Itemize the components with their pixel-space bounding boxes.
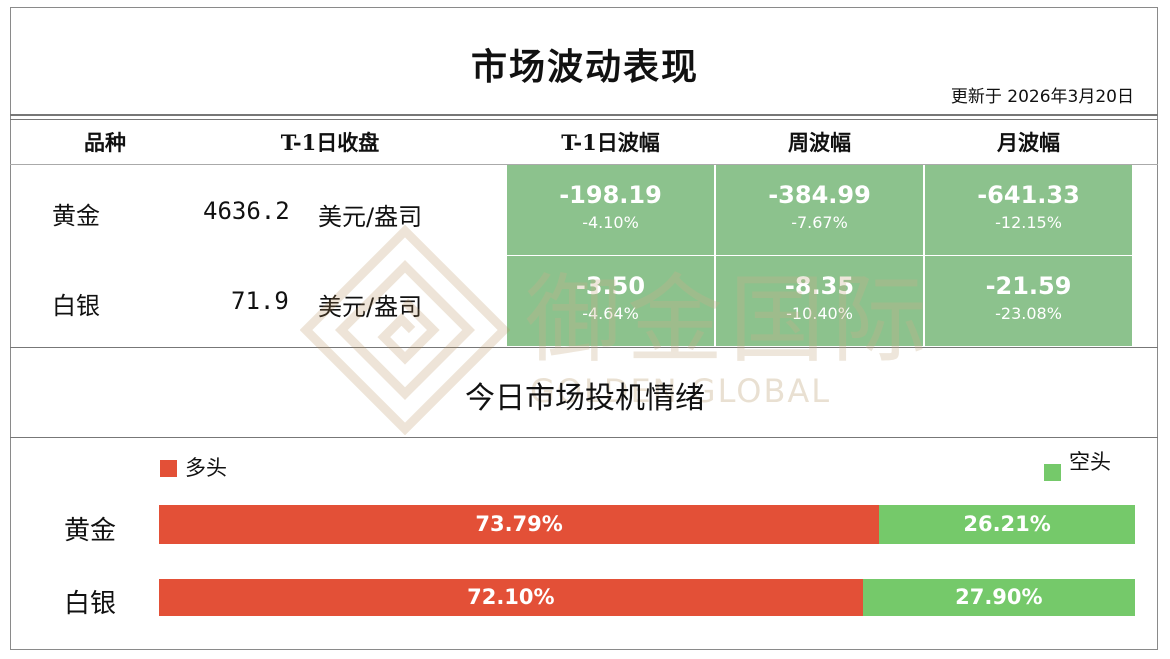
row-gold-week-value: -384.99 bbox=[768, 181, 871, 209]
legend-short-swatch-icon bbox=[1044, 464, 1061, 481]
legend-long-label: 多头 bbox=[185, 456, 227, 480]
row-silver-close: 71.9 bbox=[231, 287, 289, 315]
row-gold-month-pct: -12.15% bbox=[995, 213, 1062, 232]
row-gold-unit: 美元/盎司 bbox=[318, 203, 423, 231]
sentiment-gold-bar: 73.79% 26.21% bbox=[159, 505, 1135, 544]
sentiment-divider bbox=[10, 437, 1158, 438]
header-t1-range: T-1日波幅 bbox=[561, 130, 660, 155]
row-silver-t1-cell: -3.50 -4.64% bbox=[507, 256, 714, 346]
row-silver-week-value: -8.35 bbox=[784, 272, 855, 300]
title-divider bbox=[10, 114, 1158, 116]
row-silver-month-value: -21.59 bbox=[985, 272, 1072, 300]
sentiment-title: 今日市场投机情绪 bbox=[465, 381, 705, 416]
sentiment-silver-bar: 72.10% 27.90% bbox=[159, 579, 1135, 616]
header-variety: 品种 bbox=[84, 130, 126, 155]
header-divider bbox=[10, 164, 1158, 165]
row-gold-close: 4636.2 bbox=[203, 197, 290, 225]
legend-short: 空头 bbox=[1044, 450, 1111, 482]
sentiment-silver-long: 72.10% bbox=[159, 579, 863, 616]
row-silver-week-cell: -8.35 -10.40% bbox=[716, 256, 923, 346]
row-gold-name: 黄金 bbox=[52, 202, 100, 230]
row-gold-week-pct: -7.67% bbox=[791, 213, 848, 232]
row-silver-unit: 美元/盎司 bbox=[318, 293, 423, 321]
page-title: 市场波动表现 bbox=[470, 46, 699, 88]
title-divider-inner bbox=[10, 119, 1158, 120]
legend-long-swatch-icon bbox=[160, 460, 177, 477]
table-bottom-divider bbox=[10, 347, 1158, 348]
sentiment-gold-label: 黄金 bbox=[64, 516, 117, 546]
row-gold-t1-cell: -198.19 -4.10% bbox=[507, 165, 714, 255]
row-silver-week-pct: -10.40% bbox=[786, 304, 853, 323]
row-silver-month-pct: -23.08% bbox=[995, 304, 1062, 323]
report-frame bbox=[10, 7, 1158, 650]
row-silver-t1-pct: -4.64% bbox=[582, 304, 639, 323]
legend-short-label: 空头 bbox=[1069, 450, 1111, 474]
sentiment-gold-long: 73.79% bbox=[159, 505, 880, 544]
row-silver-t1-value: -3.50 bbox=[575, 272, 646, 300]
row-gold-month-cell: -641.33 -12.15% bbox=[925, 165, 1132, 255]
legend-long: 多头 bbox=[160, 452, 227, 482]
header-close: T-1日收盘 bbox=[280, 130, 380, 155]
sentiment-gold-short: 26.21% bbox=[879, 505, 1135, 544]
row-gold-month-value: -641.33 bbox=[977, 181, 1080, 209]
header-week-range: 周波幅 bbox=[788, 130, 851, 155]
row-gold-t1-pct: -4.10% bbox=[582, 213, 639, 232]
header-month-range: 月波幅 bbox=[997, 130, 1060, 155]
row-gold-t1-value: -198.19 bbox=[559, 181, 662, 209]
sentiment-silver-short: 27.90% bbox=[862, 579, 1135, 616]
row-silver-name: 白银 bbox=[52, 292, 100, 320]
sentiment-silver-label: 白银 bbox=[64, 589, 117, 619]
row-gold-week-cell: -384.99 -7.67% bbox=[716, 165, 923, 255]
update-date: 更新于 2026年3月20日 bbox=[950, 87, 1134, 107]
row-silver-month-cell: -21.59 -23.08% bbox=[925, 256, 1132, 346]
table-header-row: 品种 T-1日收盘 T-1日波幅 周波幅 月波幅 bbox=[10, 121, 1158, 165]
